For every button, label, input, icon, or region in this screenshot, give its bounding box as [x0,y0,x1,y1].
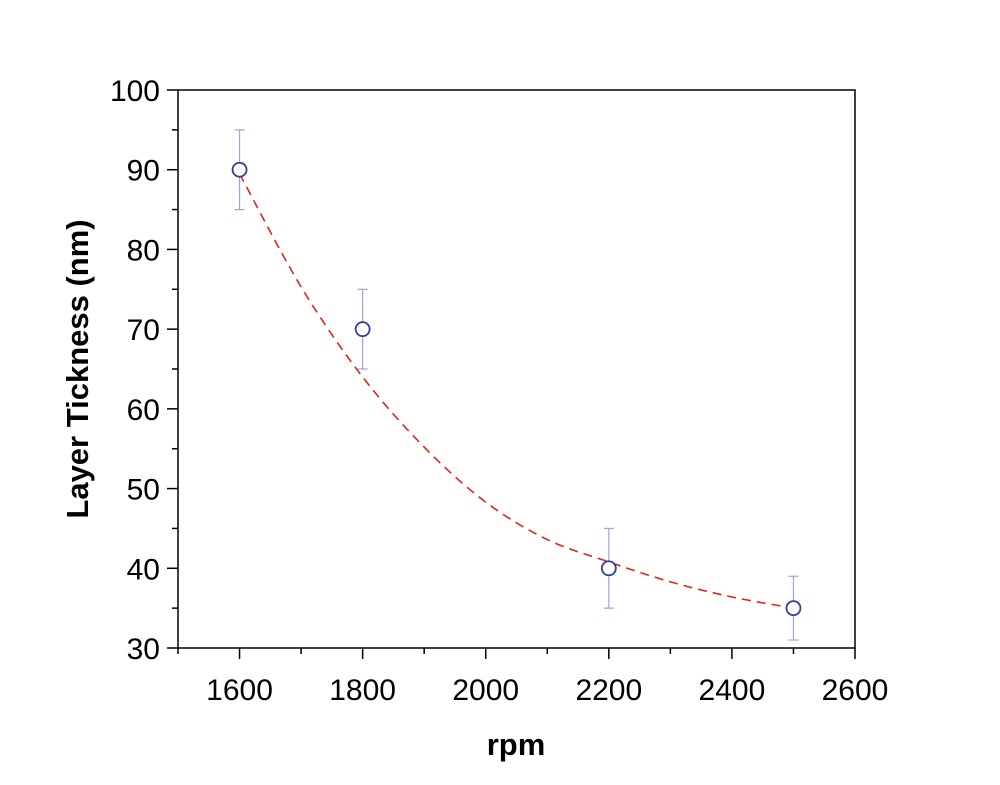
y-tick-label: 40 [127,553,160,586]
y-tick-label: 100 [110,75,160,108]
x-tick-label: 1800 [329,674,396,707]
y-tick-label: 80 [127,234,160,267]
y-axis-title: Layer Tickness (nm) [60,219,95,518]
x-tick-label: 2000 [452,674,519,707]
fit-curve [238,173,794,609]
y-tick-label: 70 [127,314,160,347]
data-point [785,600,802,617]
y-tick-label: 30 [127,633,160,666]
y-tick-label: 60 [127,394,160,427]
data-points [231,161,802,617]
plot-frame [177,89,856,649]
x-tick-label: 1600 [206,674,273,707]
x-axis-title: rpm [487,727,546,762]
x-tick-label: 2400 [699,674,766,707]
fit-curve-layer [238,173,794,609]
y-axis-ticks: 30 40 50 60 70 80 90 100 [110,75,178,666]
data-point [231,161,248,178]
y-tick-label: 50 [127,474,160,507]
x-tick-label: 2200 [575,674,642,707]
error-bars [234,129,799,641]
x-axis-ticks: 1600 1800 2000 2200 2400 2600 [177,648,889,707]
data-point [600,560,617,577]
y-tick-label: 90 [127,155,160,188]
x-tick-label: 2600 [822,674,889,707]
data-point [354,321,371,338]
